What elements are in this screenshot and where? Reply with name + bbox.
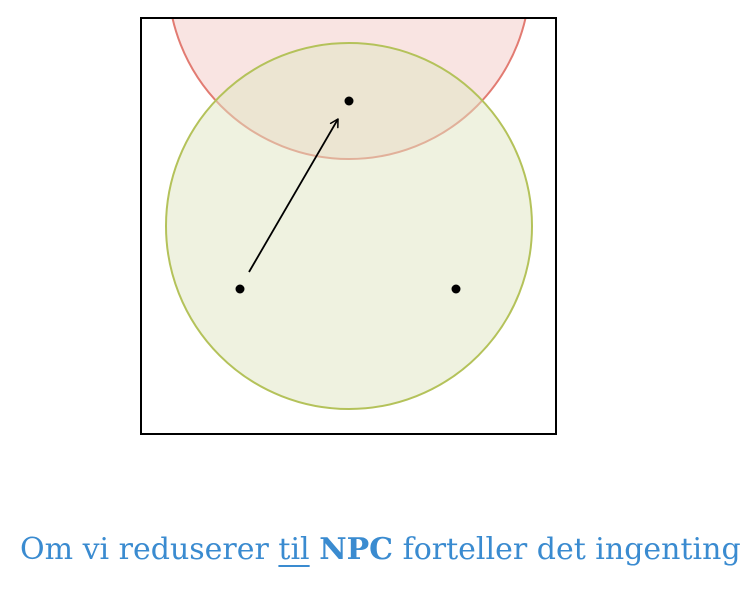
caption-text: Om vi reduserer til NPC forteller det in… [20,532,741,568]
caption-underlined-word: til [278,532,310,567]
caption-npc-term: NPC [319,532,394,567]
caption-space [310,532,320,567]
green-region-circle [165,42,533,410]
bottom-left-point [235,284,245,294]
caption-part-end: forteller det ingenting [393,532,741,567]
regions-group [165,18,533,410]
bottom-right-point [451,284,461,294]
reduction-arrow [248,118,339,273]
top-point [344,96,354,106]
caption-part-intro: Om vi reduserer [20,532,279,567]
diagram-frame [140,17,557,435]
